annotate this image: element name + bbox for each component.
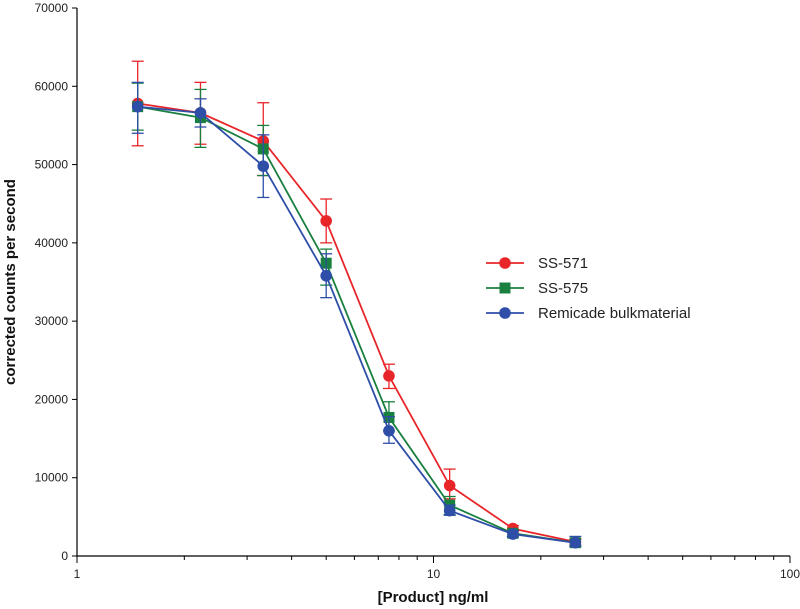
series-line	[137, 105, 576, 544]
data-point	[320, 215, 332, 227]
data-point	[383, 424, 395, 437]
series-2	[131, 82, 582, 549]
y-tick-label: 40000	[35, 236, 69, 250]
x-tick-label: 100	[780, 567, 800, 581]
data-point	[443, 504, 456, 517]
legend-label: SS-575	[538, 280, 588, 297]
x-tick-label: 1	[74, 567, 81, 581]
series-3	[131, 81, 582, 549]
legend-marker	[499, 282, 511, 294]
x-axis-title: [Product] ng/ml	[378, 589, 489, 606]
y-tick-label: 30000	[35, 314, 69, 328]
x-tick-label: 10	[427, 567, 441, 581]
legend-item: Remicade bulkmaterial	[486, 305, 691, 322]
legend-marker	[499, 307, 511, 319]
legend-label: Remicade bulkmaterial	[538, 305, 691, 322]
series-line	[137, 105, 576, 544]
data-point	[383, 370, 395, 382]
data-point	[569, 536, 582, 549]
data-point	[131, 100, 144, 113]
data-point	[507, 528, 519, 540]
y-tick-label: 70000	[35, 1, 69, 15]
y-tick-label: 50000	[35, 158, 69, 172]
y-axis-title: corrected counts per second	[2, 179, 19, 385]
series-line	[137, 102, 576, 543]
plot-area	[76, 8, 790, 557]
legend-marker	[499, 257, 511, 269]
data-point	[194, 107, 207, 119]
y-axis-ticks: 0 10000 20000 30000 40000 50000 60000 70000	[35, 1, 77, 563]
data-point	[320, 269, 332, 282]
legend-item: SS-571	[486, 255, 588, 272]
y-tick-label: 0	[61, 549, 68, 563]
y-tick-label: 20000	[35, 392, 69, 406]
data-point	[257, 160, 270, 172]
y-tick-label: 60000	[35, 79, 69, 93]
series-layer	[131, 60, 582, 549]
legend: SS-571 SS-575 Remicade bulkmaterial	[486, 255, 691, 322]
series-1	[131, 60, 582, 548]
legend-label: SS-571	[538, 255, 588, 272]
y-tick-label: 10000	[35, 471, 69, 485]
x-axis-ticks: 1 10 100	[74, 556, 800, 581]
data-point	[443, 479, 456, 492]
legend-item: SS-575	[486, 280, 588, 297]
